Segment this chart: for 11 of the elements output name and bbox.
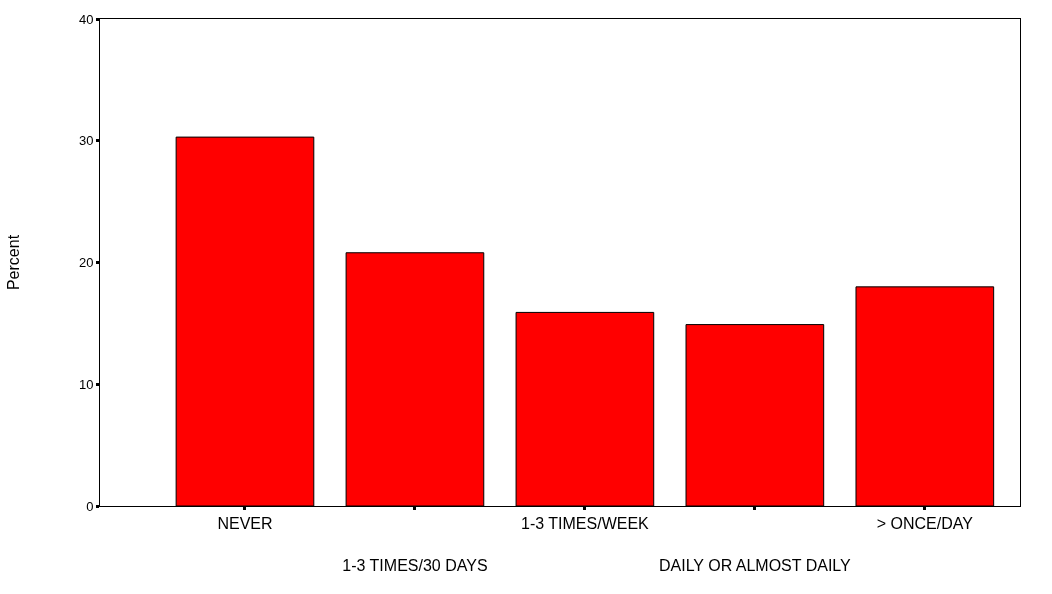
y-tick-label: 40 [78,11,94,27]
y-axis-title: Percent [4,234,22,291]
x-tick-label: NEVER [217,515,273,533]
y-tick-label: 10 [78,376,94,392]
x-tick-label: DAILY OR ALMOST DAILY [658,556,852,574]
y-tick-label: 0 [86,498,94,514]
x-tick-label: > ONCE/DAY [876,515,974,533]
y-tick-label: 30 [78,133,94,149]
y-tick-label: 20 [78,255,94,271]
x-tick-label: 1-3 TIMES/30 DAYS [342,556,488,574]
x-tick-label: 1-3 TIMES/WEEK [521,515,650,533]
